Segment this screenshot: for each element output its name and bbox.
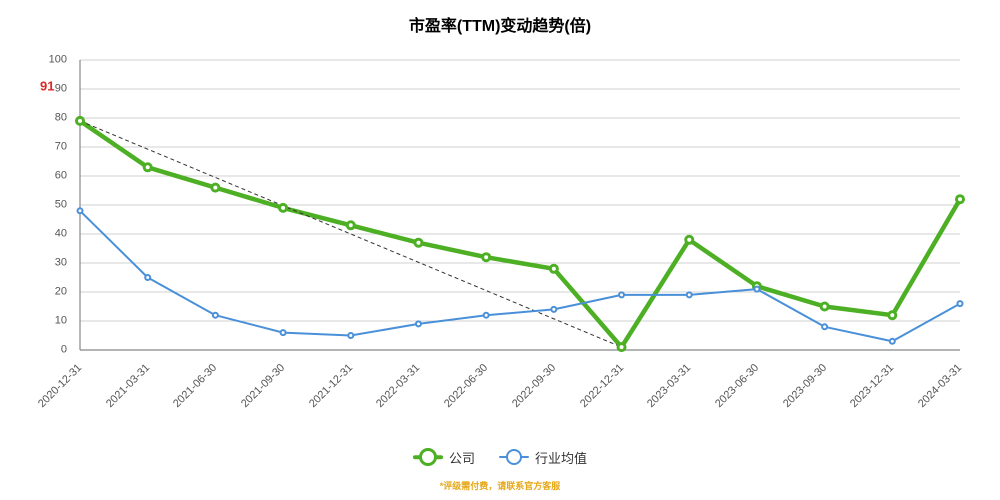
x-axis-labels: 2020-12-312021-03-312021-06-302021-09-30… (80, 350, 960, 430)
y-tick-label: 90 (55, 84, 67, 95)
y-axis-labels: 010203040506070809010091 (0, 60, 75, 350)
target-label: 91 (40, 79, 54, 94)
legend-marker (499, 449, 529, 465)
x-tick-label: 2024-03-31 (916, 362, 964, 410)
x-tick-label: 2022-06-30 (442, 362, 490, 410)
y-tick-label: 80 (55, 113, 67, 124)
x-tick-label: 2022-12-31 (577, 362, 625, 410)
y-tick-label: 50 (55, 200, 67, 211)
x-tick-label: 2021-09-30 (239, 362, 287, 410)
y-tick-label: 70 (55, 142, 67, 153)
x-tick-label: 2021-03-31 (104, 362, 152, 410)
legend-label: 公司 (449, 448, 475, 467)
x-tick-label: 2022-03-31 (374, 362, 422, 410)
legend-item[interactable]: 公司 (413, 448, 475, 467)
y-tick-label: 10 (55, 316, 67, 327)
y-tick-label: 0 (61, 345, 67, 356)
legend-item[interactable]: 行业均值 (499, 448, 587, 467)
x-tick-label: 2022-09-30 (510, 362, 558, 410)
y-tick-label: 60 (55, 171, 67, 182)
x-tick-label: 2020-12-31 (36, 362, 84, 410)
x-tick-label: 2023-12-31 (848, 362, 896, 410)
legend-label: 行业均值 (535, 448, 587, 467)
chart-footer: *评级需付费，请联系官方客服 (0, 479, 1000, 492)
y-tick-label: 30 (55, 258, 67, 269)
y-tick-label: 20 (55, 287, 67, 298)
y-tick-label: 40 (55, 229, 67, 240)
legend: 公司 行业均值 (0, 448, 1000, 471)
chart-title: 市盈率(TTM)变动趋势(倍) (0, 12, 1000, 36)
x-tick-label: 2021-06-30 (171, 362, 219, 410)
legend-marker (413, 449, 443, 465)
y-tick-label: 100 (49, 55, 67, 66)
x-tick-label: 2023-06-30 (713, 362, 761, 410)
x-tick-label: 2023-03-31 (645, 362, 693, 410)
chart-svg (80, 60, 960, 350)
plot-area (80, 60, 960, 350)
x-tick-label: 2021-12-31 (307, 362, 355, 410)
x-tick-label: 2023-09-30 (781, 362, 829, 410)
chart-container: 市盈率(TTM)变动趋势(倍) 0 10 20 30 40 50 60 70 80 90 100 91… (0, 0, 1000, 500)
